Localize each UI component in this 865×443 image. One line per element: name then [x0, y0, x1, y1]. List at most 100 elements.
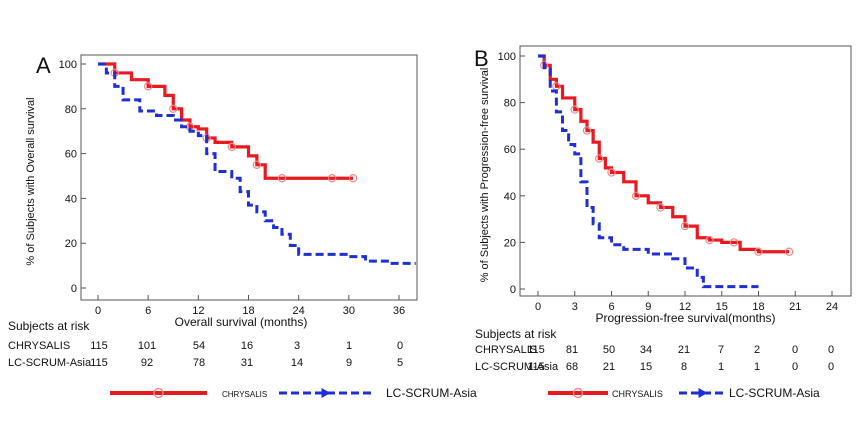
risk-cell: 8	[681, 361, 687, 373]
x-tick-label: 15	[716, 301, 728, 313]
legend-marker-lc-scrum-asia	[698, 388, 708, 398]
risk-cell: 3	[294, 340, 300, 352]
risk-cell: 115	[527, 344, 545, 356]
risk-cell: 81	[566, 344, 578, 356]
panel-letter: A	[36, 53, 51, 78]
series-line-chrysalis	[98, 62, 354, 180]
risk-cell: 115	[90, 340, 108, 352]
risk-cell: 50	[603, 344, 615, 356]
risk-cell: 15	[640, 361, 652, 373]
risk-cell: 7	[718, 344, 724, 356]
censor-marker	[656, 203, 665, 212]
risk-row-label: CHRYSALIS	[475, 344, 537, 356]
x-tick-label: 18	[242, 305, 254, 317]
y-tick-label: 100	[59, 59, 77, 71]
censor-marker	[607, 168, 616, 177]
x-tick-label: 0	[95, 305, 101, 317]
x-tick-label: 12	[679, 301, 691, 313]
x-tick-label: 0	[535, 301, 541, 313]
y-tick-label: 80	[65, 104, 77, 116]
series-line-lc-scrum-asia	[538, 54, 759, 289]
x-tick-label: 3	[572, 301, 578, 313]
x-tick-label: 30	[343, 305, 355, 317]
legend-label-lc-scrum-asia: LC-SCRUM-Asia	[386, 386, 477, 400]
x-tick-label: 6	[608, 301, 614, 313]
y-tick-label: 60	[65, 149, 77, 161]
x-axis-label: Overall survival (months)	[175, 315, 308, 329]
risk-cell: 34	[640, 344, 652, 356]
censor-marker	[327, 174, 337, 183]
legend-marker-chrysalis	[572, 387, 584, 399]
y-tick-label: 0	[71, 283, 77, 295]
censor-marker	[143, 82, 153, 91]
y-tick-label: 80	[504, 98, 516, 110]
risk-cell: 115	[527, 361, 545, 373]
x-tick-label: 24	[293, 305, 305, 317]
risk-table-title: Subjects at risk	[8, 319, 90, 333]
risk-table-title: Subjects at risk	[475, 327, 557, 341]
risk-cell: 0	[828, 361, 834, 373]
risk-cell: 92	[141, 357, 153, 369]
y-axis-label: % of Subjects with Overall survival	[25, 97, 37, 265]
legend-marker-lc-scrum-asia	[321, 388, 331, 398]
risk-cell: 1	[754, 361, 760, 373]
censor-marker	[252, 160, 262, 169]
censor-marker	[784, 247, 794, 256]
risk-cell: 1	[346, 340, 352, 352]
x-axis-label: Progression-free survival(months)	[595, 311, 775, 325]
panel-letter: B	[474, 46, 489, 71]
censor-marker	[169, 104, 178, 114]
legend-label-chrysalis: CHRYSALIS	[612, 389, 663, 399]
legend-label-chrysalis: CHRYSALIS	[222, 390, 267, 399]
censor-marker	[729, 238, 739, 247]
x-tick-label: 21	[789, 301, 801, 313]
censor-marker	[631, 191, 641, 200]
risk-cell: 68	[566, 361, 578, 373]
risk-cell: 5	[397, 357, 403, 369]
risk-cell: 21	[603, 361, 615, 373]
y-tick-label: 40	[504, 191, 516, 203]
censor-marker	[348, 174, 358, 183]
y-tick-label: 0	[510, 284, 516, 296]
x-tick-label: 12	[192, 305, 204, 317]
risk-cell: 2	[754, 344, 760, 356]
risk-cell: 101	[138, 340, 156, 352]
plot-frame	[80, 54, 418, 301]
risk-row-label: LC-SCRUM-Asia	[8, 357, 92, 369]
x-tick-label: 18	[752, 301, 764, 313]
risk-cell: 31	[241, 357, 253, 369]
censor-marker	[570, 105, 579, 114]
risk-row-label: CHRYSALIS	[8, 340, 70, 352]
x-tick-label: 6	[145, 305, 151, 317]
series-line-lc-scrum-asia	[98, 62, 416, 265]
censor-marker	[595, 154, 604, 163]
risk-cell: 0	[792, 344, 798, 356]
risk-cell: 14	[291, 357, 303, 369]
censor-marker	[277, 174, 287, 183]
legend-marker-chrysalis	[153, 387, 164, 399]
risk-cell: 21	[678, 344, 690, 356]
censor-marker	[680, 221, 690, 231]
y-tick-label: 100	[498, 51, 516, 63]
risk-cell: 54	[193, 340, 205, 352]
risk-cell: 9	[346, 357, 352, 369]
x-tick-label: 36	[393, 305, 405, 317]
y-tick-label: 40	[65, 193, 77, 205]
censor-marker	[582, 126, 592, 135]
risk-cell: 115	[90, 357, 108, 369]
risk-cell: 0	[792, 361, 798, 373]
y-tick-label: 20	[65, 238, 77, 250]
censor-marker	[754, 247, 763, 256]
risk-cell: 1	[718, 361, 724, 373]
risk-row-label: LC-SCRUM-Asia	[475, 361, 559, 373]
y-tick-label: 60	[504, 144, 516, 156]
x-tick-label: 9	[645, 301, 651, 313]
censor-marker	[705, 235, 714, 245]
risk-cell: 78	[193, 357, 205, 369]
risk-cell: 0	[397, 340, 403, 352]
risk-cell: 16	[241, 340, 253, 352]
y-axis-label: % of Subjects with Progression-free surv…	[479, 68, 491, 283]
